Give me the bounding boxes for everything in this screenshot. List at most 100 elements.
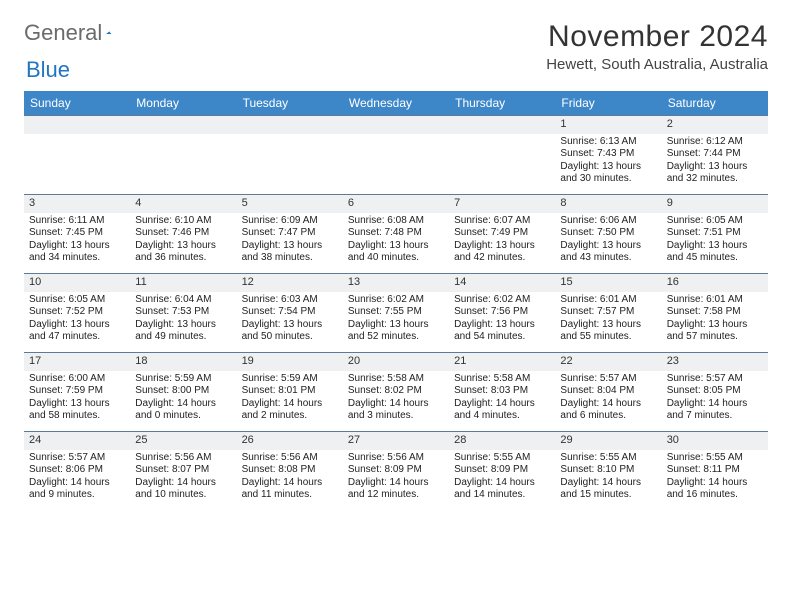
sunrise-text: Sunrise: 6:09 AM	[242, 215, 338, 228]
week-row: 3Sunrise: 6:11 AMSunset: 7:45 PMDaylight…	[24, 194, 768, 273]
sunrise-text: Sunrise: 5:58 AM	[348, 373, 444, 386]
sunset-text: Sunset: 8:04 PM	[560, 385, 656, 398]
daylight-text: Daylight: 14 hours and 14 minutes.	[454, 477, 550, 502]
sunrise-text: Sunrise: 5:55 AM	[560, 452, 656, 465]
daylight-text: Daylight: 14 hours and 4 minutes.	[454, 398, 550, 423]
empty-cell	[130, 116, 236, 194]
daylight-text: Daylight: 14 hours and 16 minutes.	[667, 477, 763, 502]
sunrise-text: Sunrise: 5:59 AM	[242, 373, 338, 386]
sunset-text: Sunset: 7:47 PM	[242, 227, 338, 240]
daylight-text: Daylight: 13 hours and 45 minutes.	[667, 240, 763, 265]
weeks-container: 1Sunrise: 6:13 AMSunset: 7:43 PMDaylight…	[24, 115, 768, 510]
title-block: November 2024 Hewett, South Australia, A…	[546, 20, 768, 73]
logo: General	[24, 20, 136, 46]
weekday-header: Sunday	[24, 91, 130, 115]
sunset-text: Sunset: 8:07 PM	[135, 464, 231, 477]
day-number: 1	[555, 116, 661, 134]
sunset-text: Sunset: 7:43 PM	[560, 148, 656, 161]
sunrise-text: Sunrise: 5:56 AM	[242, 452, 338, 465]
week-row: 24Sunrise: 5:57 AMSunset: 8:06 PMDayligh…	[24, 431, 768, 510]
day-cell: 8Sunrise: 6:06 AMSunset: 7:50 PMDaylight…	[555, 195, 661, 273]
day-cell: 6Sunrise: 6:08 AMSunset: 7:48 PMDaylight…	[343, 195, 449, 273]
daylight-text: Daylight: 13 hours and 40 minutes.	[348, 240, 444, 265]
calendar-grid: Sunday Monday Tuesday Wednesday Thursday…	[24, 91, 768, 510]
sunrise-text: Sunrise: 6:02 AM	[348, 294, 444, 307]
sunrise-text: Sunrise: 6:08 AM	[348, 215, 444, 228]
day-number: 14	[449, 274, 555, 292]
daylight-text: Daylight: 13 hours and 55 minutes.	[560, 319, 656, 344]
day-cell: 29Sunrise: 5:55 AMSunset: 8:10 PMDayligh…	[555, 432, 661, 510]
day-cell: 14Sunrise: 6:02 AMSunset: 7:56 PMDayligh…	[449, 274, 555, 352]
day-number: 3	[24, 195, 130, 213]
day-number: 20	[343, 353, 449, 371]
day-cell: 15Sunrise: 6:01 AMSunset: 7:57 PMDayligh…	[555, 274, 661, 352]
day-cell: 24Sunrise: 5:57 AMSunset: 8:06 PMDayligh…	[24, 432, 130, 510]
sunrise-text: Sunrise: 6:05 AM	[29, 294, 125, 307]
sunset-text: Sunset: 7:49 PM	[454, 227, 550, 240]
day-number: 23	[662, 353, 768, 371]
day-cell: 17Sunrise: 6:00 AMSunset: 7:59 PMDayligh…	[24, 353, 130, 431]
sunrise-text: Sunrise: 5:57 AM	[29, 452, 125, 465]
empty-daynum	[343, 116, 449, 134]
daylight-text: Daylight: 13 hours and 30 minutes.	[560, 161, 656, 186]
weekday-header: Thursday	[449, 91, 555, 115]
logo-text-1: General	[24, 20, 102, 46]
sunset-text: Sunset: 8:06 PM	[29, 464, 125, 477]
daylight-text: Daylight: 14 hours and 12 minutes.	[348, 477, 444, 502]
day-cell: 28Sunrise: 5:55 AMSunset: 8:09 PMDayligh…	[449, 432, 555, 510]
sunrise-text: Sunrise: 6:00 AM	[29, 373, 125, 386]
sunrise-text: Sunrise: 6:06 AM	[560, 215, 656, 228]
day-number: 26	[237, 432, 343, 450]
empty-cell	[237, 116, 343, 194]
daylight-text: Daylight: 14 hours and 15 minutes.	[560, 477, 656, 502]
daylight-text: Daylight: 13 hours and 49 minutes.	[135, 319, 231, 344]
sunrise-text: Sunrise: 6:02 AM	[454, 294, 550, 307]
day-cell: 3Sunrise: 6:11 AMSunset: 7:45 PMDaylight…	[24, 195, 130, 273]
daylight-text: Daylight: 13 hours and 38 minutes.	[242, 240, 338, 265]
sunset-text: Sunset: 7:57 PM	[560, 306, 656, 319]
weekday-header: Monday	[130, 91, 236, 115]
day-number: 10	[24, 274, 130, 292]
week-row: 10Sunrise: 6:05 AMSunset: 7:52 PMDayligh…	[24, 273, 768, 352]
daylight-text: Daylight: 14 hours and 3 minutes.	[348, 398, 444, 423]
day-cell: 25Sunrise: 5:56 AMSunset: 8:07 PMDayligh…	[130, 432, 236, 510]
daylight-text: Daylight: 13 hours and 57 minutes.	[667, 319, 763, 344]
daylight-text: Daylight: 14 hours and 7 minutes.	[667, 398, 763, 423]
sunset-text: Sunset: 7:58 PM	[667, 306, 763, 319]
day-number: 2	[662, 116, 768, 134]
sunrise-text: Sunrise: 6:04 AM	[135, 294, 231, 307]
day-number: 5	[237, 195, 343, 213]
daylight-text: Daylight: 14 hours and 10 minutes.	[135, 477, 231, 502]
sunset-text: Sunset: 7:48 PM	[348, 227, 444, 240]
day-number: 4	[130, 195, 236, 213]
day-cell: 18Sunrise: 5:59 AMSunset: 8:00 PMDayligh…	[130, 353, 236, 431]
day-number: 27	[343, 432, 449, 450]
weekday-header: Friday	[555, 91, 661, 115]
day-number: 9	[662, 195, 768, 213]
day-cell: 22Sunrise: 5:57 AMSunset: 8:04 PMDayligh…	[555, 353, 661, 431]
day-cell: 13Sunrise: 6:02 AMSunset: 7:55 PMDayligh…	[343, 274, 449, 352]
sunrise-text: Sunrise: 6:11 AM	[29, 215, 125, 228]
day-cell: 21Sunrise: 5:58 AMSunset: 8:03 PMDayligh…	[449, 353, 555, 431]
daylight-text: Daylight: 13 hours and 32 minutes.	[667, 161, 763, 186]
month-title: November 2024	[546, 20, 768, 54]
sunrise-text: Sunrise: 5:56 AM	[348, 452, 444, 465]
day-number: 11	[130, 274, 236, 292]
daylight-text: Daylight: 13 hours and 43 minutes.	[560, 240, 656, 265]
sunset-text: Sunset: 8:09 PM	[348, 464, 444, 477]
sunrise-text: Sunrise: 6:13 AM	[560, 136, 656, 149]
sunrise-text: Sunrise: 6:12 AM	[667, 136, 763, 149]
empty-cell	[449, 116, 555, 194]
sunrise-text: Sunrise: 6:01 AM	[667, 294, 763, 307]
daylight-text: Daylight: 14 hours and 11 minutes.	[242, 477, 338, 502]
sunrise-text: Sunrise: 5:58 AM	[454, 373, 550, 386]
sunrise-text: Sunrise: 5:56 AM	[135, 452, 231, 465]
logo-text-2: Blue	[26, 57, 70, 82]
day-cell: 4Sunrise: 6:10 AMSunset: 7:46 PMDaylight…	[130, 195, 236, 273]
sunrise-text: Sunrise: 5:55 AM	[667, 452, 763, 465]
logo-triangle-icon	[106, 24, 112, 42]
empty-daynum	[130, 116, 236, 134]
location-text: Hewett, South Australia, Australia	[546, 56, 768, 73]
day-number: 16	[662, 274, 768, 292]
sunrise-text: Sunrise: 5:57 AM	[560, 373, 656, 386]
